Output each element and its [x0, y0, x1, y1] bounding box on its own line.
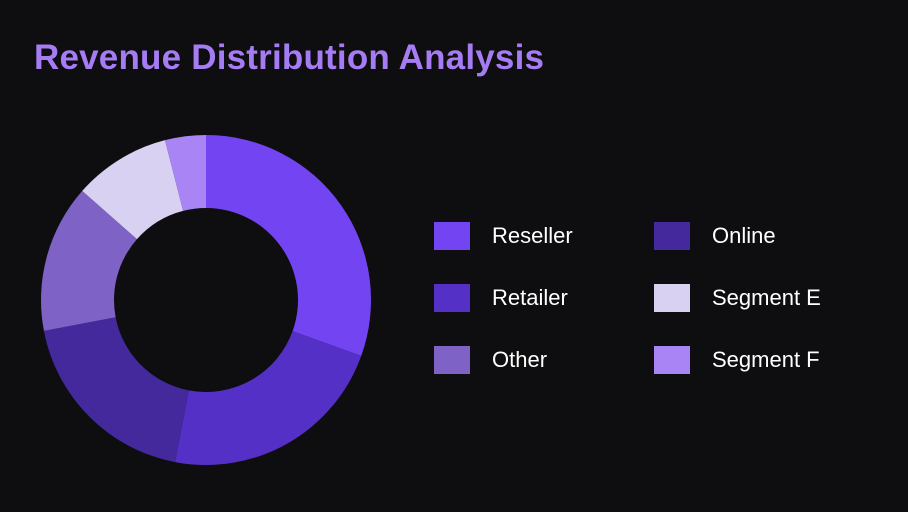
legend-label: Retailer — [492, 285, 568, 310]
chart-title: Revenue Distribution Analysis — [34, 38, 545, 77]
chart-legend: Reseller Online Retailer Segment E Other Segm… — [434, 218, 874, 404]
slice-retailer[interactable] — [175, 331, 362, 465]
legend-item-other[interactable]: Other — [434, 342, 654, 378]
slice-other[interactable] — [41, 190, 137, 331]
legend-swatch — [654, 346, 690, 374]
legend-swatch — [434, 284, 470, 312]
legend-label: Online — [712, 223, 776, 248]
legend-label: Segment F — [712, 347, 820, 372]
slice-segment-f[interactable] — [164, 135, 206, 211]
legend-item-online[interactable]: Online — [654, 218, 874, 254]
slice-online[interactable] — [43, 317, 189, 463]
legend-item-segment-f[interactable]: Segment F — [654, 342, 874, 378]
legend-swatch — [654, 222, 690, 250]
slice-reseller[interactable] — [206, 135, 371, 356]
legend-label: Reseller — [492, 223, 573, 248]
legend-item-retailer[interactable]: Retailer — [434, 280, 654, 316]
legend-item-reseller[interactable]: Reseller — [434, 218, 654, 254]
legend-label: Segment E — [712, 285, 821, 310]
legend-item-segment-e[interactable]: Segment E — [654, 280, 874, 316]
legend-swatch — [434, 222, 470, 250]
legend-swatch — [434, 346, 470, 374]
slice-segment-e[interactable] — [82, 140, 184, 240]
legend-swatch — [654, 284, 690, 312]
legend-label: Other — [492, 347, 548, 372]
